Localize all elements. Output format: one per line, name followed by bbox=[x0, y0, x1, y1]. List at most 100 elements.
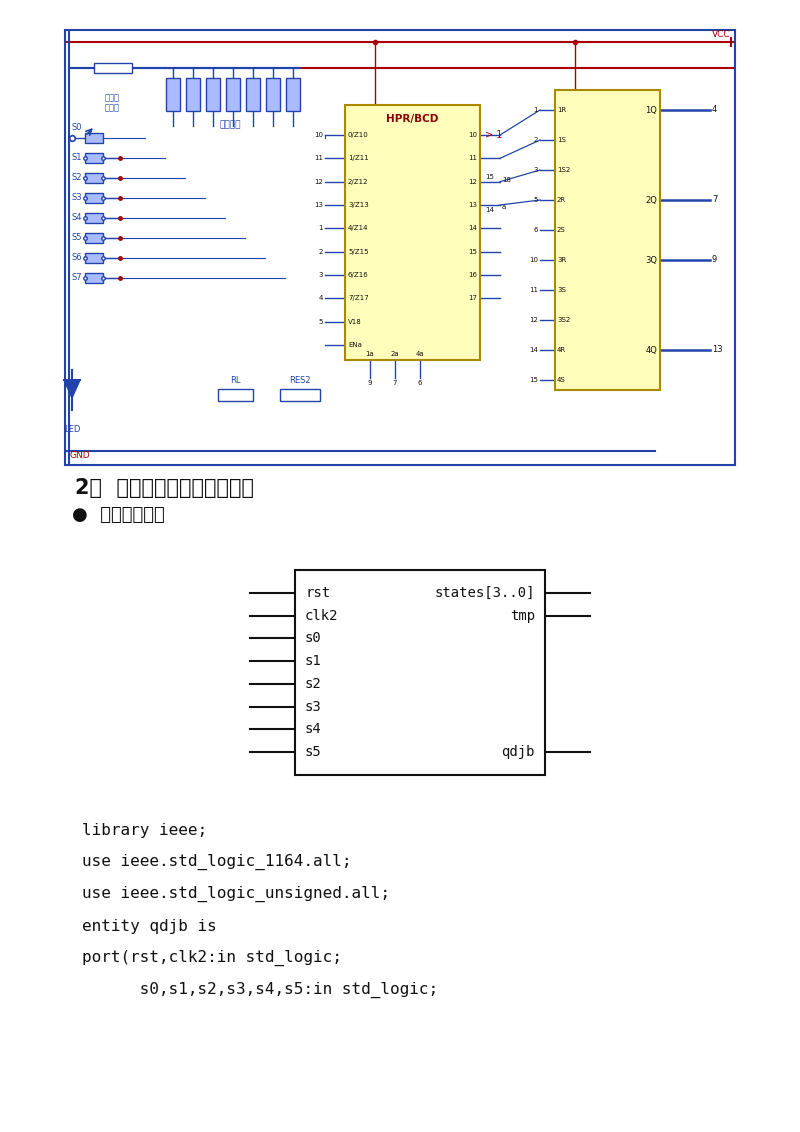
Text: 3S2: 3S2 bbox=[557, 317, 570, 323]
Text: 14: 14 bbox=[468, 225, 477, 231]
Text: 10: 10 bbox=[468, 132, 477, 138]
Text: s2: s2 bbox=[305, 677, 322, 691]
Text: S2: S2 bbox=[71, 172, 82, 181]
Text: states[3..0]: states[3..0] bbox=[434, 585, 535, 600]
Text: clk2: clk2 bbox=[305, 609, 338, 623]
Text: 3Q: 3Q bbox=[645, 256, 657, 265]
Text: RES2: RES2 bbox=[289, 376, 311, 385]
Text: 13: 13 bbox=[314, 201, 323, 208]
Text: 1/Z11: 1/Z11 bbox=[348, 155, 369, 162]
Text: 4: 4 bbox=[318, 295, 323, 301]
Text: 16: 16 bbox=[468, 272, 477, 278]
Bar bbox=[186, 78, 200, 111]
Text: 11: 11 bbox=[529, 288, 538, 293]
Text: entity qdjb is: entity qdjb is bbox=[82, 918, 217, 934]
Text: 3/Z13: 3/Z13 bbox=[348, 201, 369, 208]
Polygon shape bbox=[64, 380, 80, 398]
Text: 0/Z10: 0/Z10 bbox=[348, 132, 369, 138]
Text: 12: 12 bbox=[468, 179, 477, 185]
Text: 1: 1 bbox=[534, 108, 538, 113]
Text: RL: RL bbox=[230, 376, 240, 385]
Text: 18: 18 bbox=[502, 177, 511, 182]
Text: s4: s4 bbox=[305, 722, 322, 737]
Text: 3S: 3S bbox=[557, 288, 566, 293]
Text: 2Q: 2Q bbox=[645, 196, 657, 205]
Text: S0: S0 bbox=[71, 123, 82, 132]
Text: 2S: 2S bbox=[557, 228, 566, 233]
Bar bbox=[85, 173, 103, 183]
Text: 13: 13 bbox=[712, 345, 722, 354]
Text: s0: s0 bbox=[305, 632, 322, 645]
Text: 3: 3 bbox=[534, 168, 538, 173]
Text: s0,s1,s2,s3,s4,s5:in std_logic;: s0,s1,s2,s3,s4,s5:in std_logic; bbox=[82, 981, 438, 998]
Bar bbox=[85, 132, 103, 143]
Text: 4/Z14: 4/Z14 bbox=[348, 225, 369, 231]
Text: 1S2: 1S2 bbox=[557, 168, 570, 173]
Text: 触发键: 触发键 bbox=[105, 103, 119, 112]
Text: s5: s5 bbox=[305, 745, 322, 760]
Text: 4S: 4S bbox=[557, 377, 566, 383]
Bar bbox=[295, 571, 545, 775]
Text: HPR/BCD: HPR/BCD bbox=[386, 114, 438, 125]
Text: port(rst,clk2:in std_logic;: port(rst,clk2:in std_logic; bbox=[82, 950, 342, 966]
Text: rst: rst bbox=[305, 585, 330, 600]
Text: 15: 15 bbox=[485, 173, 494, 180]
Text: 3R: 3R bbox=[557, 257, 566, 263]
Bar bbox=[85, 233, 103, 243]
Bar bbox=[85, 252, 103, 263]
Bar bbox=[345, 105, 480, 360]
Bar bbox=[94, 63, 132, 72]
Bar bbox=[286, 78, 300, 111]
Text: 13: 13 bbox=[468, 201, 477, 208]
Text: ENa: ENa bbox=[348, 342, 362, 348]
Text: 9: 9 bbox=[368, 380, 372, 386]
Text: S1: S1 bbox=[71, 153, 82, 162]
Bar bbox=[85, 192, 103, 203]
Text: S7: S7 bbox=[71, 273, 82, 282]
Text: 4: 4 bbox=[712, 105, 718, 114]
Text: 5: 5 bbox=[318, 319, 323, 325]
Text: library ieee;: library ieee; bbox=[82, 823, 207, 838]
Text: 2: 2 bbox=[318, 249, 323, 255]
Text: 6: 6 bbox=[534, 228, 538, 233]
Text: GND: GND bbox=[70, 451, 90, 460]
Text: 12: 12 bbox=[314, 179, 323, 185]
Text: V18: V18 bbox=[348, 319, 362, 325]
Text: 11: 11 bbox=[314, 155, 323, 162]
Text: 14: 14 bbox=[529, 348, 538, 353]
Text: S3: S3 bbox=[71, 192, 82, 201]
Text: s3: s3 bbox=[305, 700, 322, 713]
Text: 6: 6 bbox=[418, 380, 422, 386]
Bar bbox=[280, 389, 320, 401]
Text: 17: 17 bbox=[468, 295, 477, 301]
Text: 12: 12 bbox=[529, 317, 538, 323]
Text: 2R: 2R bbox=[557, 197, 566, 203]
Bar bbox=[85, 153, 103, 163]
Bar bbox=[206, 78, 220, 111]
Bar bbox=[226, 78, 240, 111]
Text: 6/Z16: 6/Z16 bbox=[348, 272, 369, 278]
Text: 15: 15 bbox=[468, 249, 477, 255]
Bar bbox=[85, 273, 103, 283]
Text: LED: LED bbox=[64, 424, 80, 434]
Text: tmp: tmp bbox=[510, 609, 535, 623]
Text: VCC: VCC bbox=[712, 31, 731, 38]
Text: > 1: > 1 bbox=[485, 130, 502, 140]
Text: use ieee.std_logic_unsigned.all;: use ieee.std_logic_unsigned.all; bbox=[82, 886, 390, 902]
Text: 1S: 1S bbox=[557, 137, 566, 143]
Text: s1: s1 bbox=[305, 654, 322, 668]
Text: 5: 5 bbox=[534, 197, 538, 203]
Text: 4Q: 4Q bbox=[645, 345, 657, 354]
Text: 7/Z17: 7/Z17 bbox=[348, 295, 369, 301]
Text: 9: 9 bbox=[712, 256, 718, 265]
Text: 2: 2 bbox=[534, 137, 538, 143]
Text: 2a: 2a bbox=[390, 351, 399, 357]
Text: S5: S5 bbox=[71, 232, 82, 241]
Text: 2/Z12: 2/Z12 bbox=[348, 179, 369, 185]
Bar bbox=[246, 78, 260, 111]
Bar bbox=[85, 213, 103, 223]
Text: ●  抗答鉴别模块: ● 抗答鉴别模块 bbox=[72, 506, 165, 524]
Text: 1Q: 1Q bbox=[645, 105, 657, 114]
Text: 复位清: 复位清 bbox=[105, 94, 119, 103]
Text: use ieee.std_logic_1164.all;: use ieee.std_logic_1164.all; bbox=[82, 854, 351, 871]
